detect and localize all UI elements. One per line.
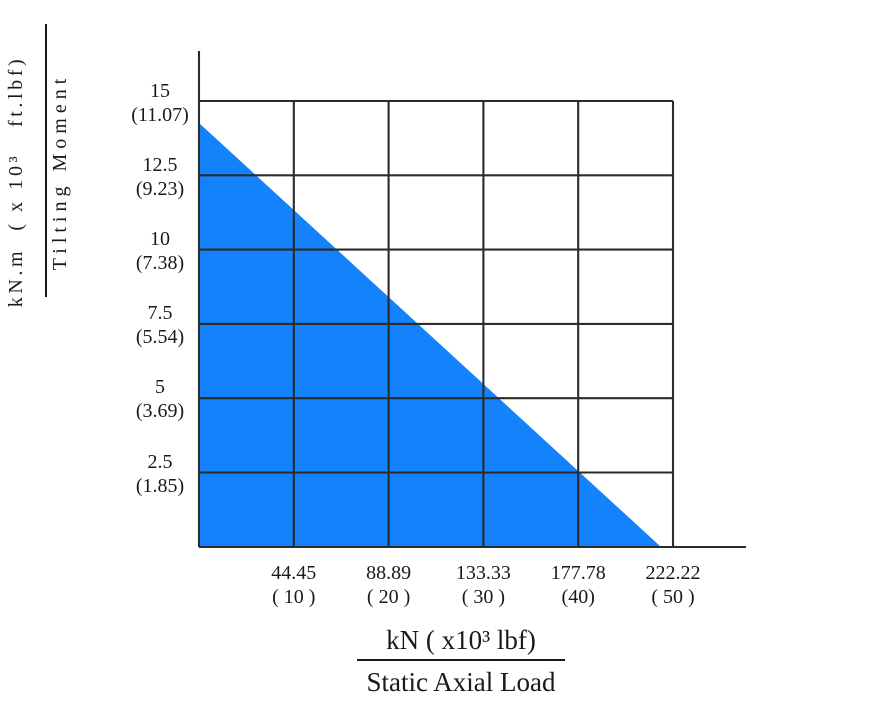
svg-text:177.78: 177.78 <box>551 562 606 584</box>
svg-text:kN.m ( x 10³ ft.lbf): kN.m ( x 10³ ft.lbf) <box>5 56 27 308</box>
svg-text:44.45: 44.45 <box>271 562 316 584</box>
svg-text:(11.07): (11.07) <box>131 104 189 126</box>
svg-text:kN ( x10³ lbf): kN ( x10³ lbf) <box>386 625 536 655</box>
svg-text:( 50 ): ( 50 ) <box>651 586 694 608</box>
svg-text:7.5: 7.5 <box>148 302 173 324</box>
svg-text:( 30 ): ( 30 ) <box>462 586 505 608</box>
svg-text:(9.23): (9.23) <box>136 178 184 200</box>
svg-text:2.5: 2.5 <box>148 451 173 473</box>
svg-text:(40): (40) <box>562 586 595 608</box>
svg-text:Static Axial Load: Static Axial Load <box>367 667 556 697</box>
svg-text:12.5: 12.5 <box>143 154 178 176</box>
svg-text:(3.69): (3.69) <box>136 400 184 422</box>
svg-text:15: 15 <box>150 80 170 102</box>
svg-text:Tilting Moment: Tilting Moment <box>49 74 71 271</box>
svg-text:( 10 ): ( 10 ) <box>272 586 315 608</box>
svg-text:222.22: 222.22 <box>646 562 701 584</box>
svg-text:88.89: 88.89 <box>366 562 411 584</box>
svg-text:(5.54): (5.54) <box>136 326 184 348</box>
svg-text:(1.85): (1.85) <box>136 475 184 497</box>
svg-text:10: 10 <box>150 228 170 250</box>
svg-text:133.33: 133.33 <box>456 562 511 584</box>
svg-text:( 20 ): ( 20 ) <box>367 586 410 608</box>
svg-text:(7.38): (7.38) <box>136 252 184 274</box>
svg-text:5: 5 <box>155 376 165 398</box>
